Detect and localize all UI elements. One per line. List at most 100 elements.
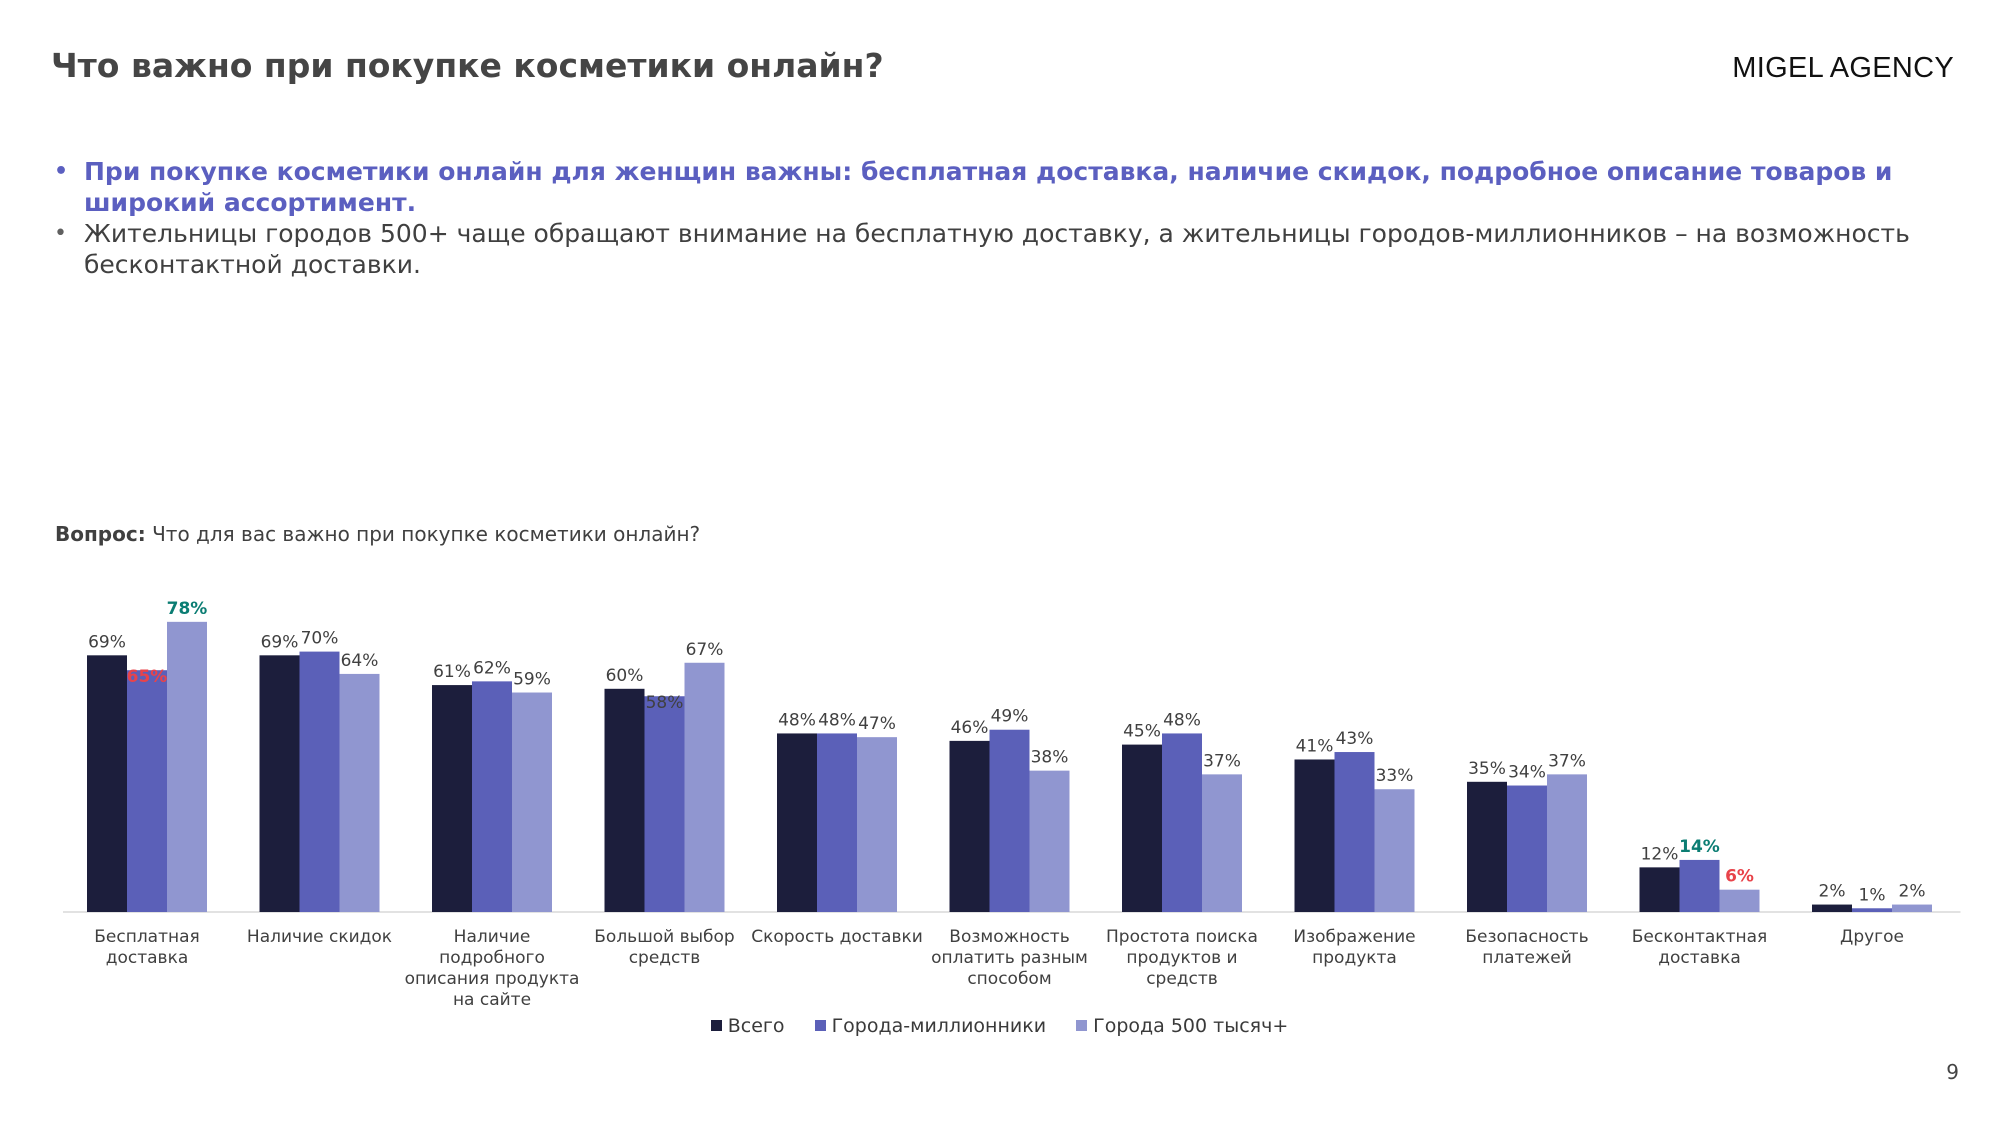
data-label-7-1: 43%	[1336, 729, 1374, 749]
category-label-2-3: на сайте	[453, 990, 531, 1010]
bar-0-2	[167, 621, 207, 912]
category-label-6-0: Простота поиска	[1106, 927, 1258, 947]
category-label-5-0: Возможность	[949, 927, 1069, 947]
bullet-dot-icon: •	[54, 221, 67, 246]
data-label-2-1: 62%	[473, 658, 511, 678]
legend-item-total: Всего	[710, 1015, 785, 1037]
data-label-1-2: 64%	[341, 651, 379, 671]
page-number: 9	[1946, 1060, 1959, 1084]
data-label-4-1: 48%	[818, 710, 856, 730]
category-label-7-1: продукта	[1312, 948, 1397, 968]
bar-7-1	[1334, 752, 1375, 912]
category-label-5-1: оплатить разным	[931, 948, 1088, 968]
category-label-9-0: Бесконтактная	[1632, 927, 1768, 947]
data-label-4-2: 47%	[858, 714, 896, 734]
data-label-6-0: 45%	[1123, 722, 1161, 742]
category-label-0-0: Бесплатная	[94, 927, 200, 947]
summary-bullet-1: • При покупке косметики онлайн для женщи…	[50, 156, 1930, 218]
bar-2-1	[472, 681, 512, 912]
category-label-3-1: средств	[629, 948, 701, 968]
data-label-3-2: 67%	[686, 640, 724, 660]
bar-1-2	[339, 673, 380, 912]
bar-10-0	[1812, 904, 1852, 912]
data-label-1-0: 69%	[261, 632, 299, 652]
data-label-8-0: 35%	[1468, 759, 1506, 779]
bar-10-2	[1892, 904, 1932, 912]
data-label-3-0: 60%	[606, 666, 644, 686]
data-label-0-1: 65%	[127, 667, 168, 687]
bar-9-2	[1719, 889, 1760, 912]
category-label-8-1: платежей	[1482, 948, 1572, 968]
bar-6-2	[1202, 774, 1242, 912]
category-label-2-1: подробного	[439, 948, 545, 968]
category-label-4-0: Скорость доставки	[751, 927, 923, 947]
brand-logo-text: MIGEL AGENCY	[1732, 52, 1954, 84]
bar-2-2	[512, 692, 552, 912]
data-label-6-1: 48%	[1163, 710, 1201, 730]
data-label-7-0: 41%	[1296, 736, 1334, 756]
data-label-6-2: 37%	[1203, 751, 1241, 771]
data-label-9-1: 14%	[1679, 837, 1720, 857]
category-label-7-0: Изображение	[1293, 927, 1415, 947]
question-label: Вопрос:	[55, 522, 146, 546]
legend-swatch-total	[710, 1020, 722, 1031]
summary-bullet-2-text: Жительницы городов 500+ чаще обращают вн…	[84, 219, 1910, 279]
data-label-0-2: 78%	[167, 599, 208, 619]
bullet-dot-icon: •	[54, 159, 69, 184]
summary-bullet-1-text: При покупке косметики онлайн для женщин …	[84, 157, 1893, 217]
category-label-2-0: Наличие	[454, 927, 531, 947]
legend-label-500k-cities: Города 500 тысяч+	[1093, 1015, 1289, 1037]
bar-7-2	[1374, 789, 1415, 912]
page-title: Что важно при покупке косметики онлайн?	[51, 46, 884, 85]
bar-3-1	[644, 696, 685, 912]
data-label-8-2: 37%	[1548, 751, 1586, 771]
legend-label-total: Всего	[727, 1015, 785, 1037]
bar-8-0	[1467, 781, 1507, 912]
question-text: Что для вас важно при покупке косметики …	[152, 522, 701, 546]
bar-10-1	[1852, 908, 1892, 912]
data-label-7-2: 33%	[1376, 766, 1414, 786]
data-label-2-2: 59%	[513, 670, 551, 690]
bar-2-0	[432, 685, 472, 912]
bar-5-0	[949, 740, 990, 912]
data-label-5-2: 38%	[1031, 748, 1069, 768]
category-label-10-0: Другое	[1840, 927, 1904, 947]
category-label-6-2: средств	[1146, 969, 1218, 989]
data-label-0-0: 69%	[88, 632, 126, 652]
data-label-3-1: 58%	[646, 693, 684, 713]
bar-6-0	[1122, 744, 1162, 912]
data-label-5-0: 46%	[951, 718, 989, 738]
category-label-9-1: доставка	[1658, 948, 1741, 968]
data-label-10-2: 2%	[1899, 882, 1926, 902]
bar-1-1	[299, 651, 340, 912]
legend-item-500k-cities: Города 500 тысяч+	[1076, 1015, 1288, 1037]
category-label-5-2: способом	[967, 969, 1051, 989]
data-label-2-0: 61%	[433, 662, 471, 682]
data-label-8-1: 34%	[1508, 763, 1546, 783]
bar-9-1	[1679, 859, 1720, 912]
category-label-6-1: продуктов и	[1126, 948, 1237, 968]
bar-3-0	[604, 688, 645, 912]
bar-0-1	[127, 670, 167, 912]
bar-9-0	[1639, 867, 1680, 912]
chart-legend: Всего Города-миллионники Города 500 тыся…	[0, 1015, 1999, 1037]
summary-bullet-2: • Жительницы городов 500+ чаще обращают …	[50, 218, 1930, 280]
bar-8-2	[1547, 774, 1587, 912]
legend-swatch-500k-cities	[1076, 1020, 1088, 1031]
bar-6-1	[1162, 733, 1202, 912]
category-label-1-0: Наличие скидок	[247, 927, 392, 947]
bar-4-2	[857, 737, 897, 912]
data-label-9-0: 12%	[1641, 844, 1679, 864]
category-label-0-1: доставка	[106, 948, 189, 968]
survey-question: Вопрос: Что для вас важно при покупке ко…	[55, 522, 700, 546]
data-label-5-1: 49%	[991, 707, 1029, 727]
legend-item-million-cities: Города-миллионники	[814, 1015, 1046, 1037]
bar-4-0	[777, 733, 817, 912]
data-label-1-1: 70%	[301, 629, 339, 649]
category-label-2-2: описания продукта	[405, 969, 580, 989]
bar-5-1	[989, 729, 1030, 912]
category-label-8-0: Безопасность	[1465, 927, 1588, 947]
data-label-4-0: 48%	[778, 710, 816, 730]
bar-1-0	[259, 655, 300, 912]
